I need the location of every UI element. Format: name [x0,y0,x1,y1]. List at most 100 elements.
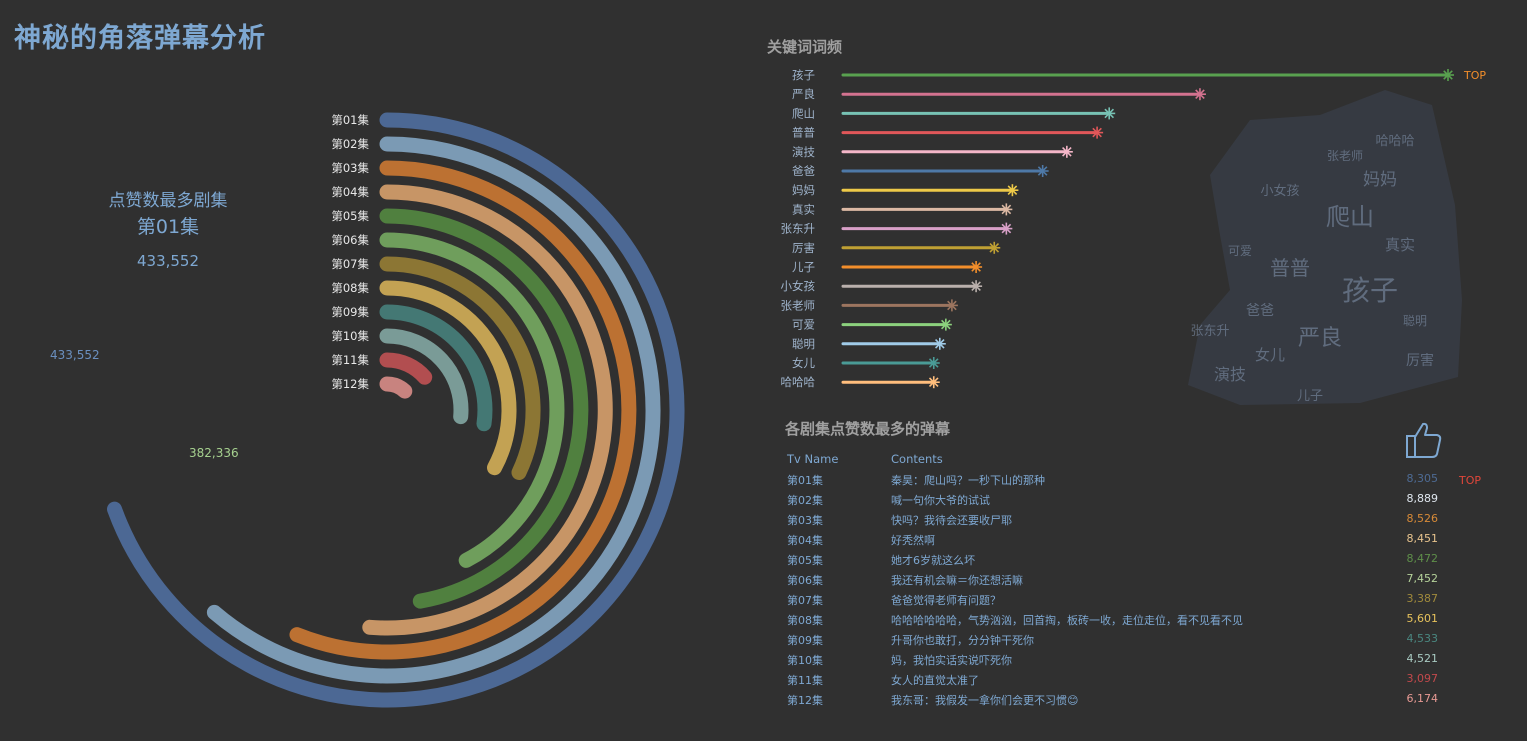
row-episode: 第08集 [787,614,823,627]
table-row: 第07集 爸爸觉得老师有问题？ 3,387 [787,592,1487,612]
radial-category-label: 第04集 [331,185,369,199]
row-likes: 8,451 [1406,532,1439,545]
keyword-label: 厉害 [792,241,815,255]
radial-category-label: 第08集 [331,281,369,295]
radial-bar-chart: 点赞数最多剧集 第01集 433,552 433,552 382,336 第01… [50,112,685,708]
keyword-label: 张东升 [781,222,816,236]
comments-top-label: TOP [1459,474,1482,487]
row-episode: 第04集 [787,534,823,547]
radial-bar [379,208,589,609]
word-cloud-word: 小女孩 [1260,183,1299,199]
table-row: 第01集 秦昊：爬山吗？一秒下山的那种 8,305 [787,472,1487,492]
radial-category-label: 第11集 [331,353,369,367]
keyword-label: 聪明 [792,337,815,351]
row-episode: 第07集 [787,594,823,607]
keyword-marker [1000,222,1013,235]
keyword-marker [927,357,940,369]
table-row: 第08集 哈哈哈哈哈哈，气势汹汹，回首掏，板砖一收，走位走位，看不见看不见 5,60… [787,612,1487,632]
row-content: 我东哥：我假发一拿你们会更不习惯😊 [891,694,1079,707]
word-cloud-word: 厉害 [1406,353,1434,369]
word-cloud-word: 严良 [1298,326,1342,351]
keyword-marker [945,299,958,312]
table-row: 第11集 女人的直觉太准了 3,097 [787,672,1487,692]
summary-label: 点赞数最多剧集 [109,191,228,211]
word-cloud-word: 儿子 [1297,389,1323,404]
keyword-label: 张老师 [781,298,816,312]
row-episode: 第12集 [787,694,823,707]
keyword-marker [1091,126,1104,139]
table-row: 第05集 她才6岁就这么坏 8,472 [787,552,1487,572]
radial-bar [379,232,565,568]
row-episode: 第01集 [787,474,823,487]
thumbs-up-icon [1406,422,1442,458]
keyword-label: 演技 [792,145,815,159]
keyword-marker [1193,88,1206,101]
keyword-label: 可爱 [792,318,815,332]
word-cloud-word: 妈妈 [1363,170,1397,190]
radial-bar [379,256,541,480]
row-content: 快吗？我待会还要收尸耶 [891,514,1012,527]
row-episode: 第05集 [787,554,823,567]
table-row: 第03集 快吗？我待会还要收尸耶 8,526 [787,512,1487,532]
keyword-label: 女儿 [792,356,815,370]
radial-category-label: 第10集 [331,329,369,343]
keyword-label: 普普 [792,126,815,140]
row-likes: 8,472 [1406,552,1439,565]
radial-bar [379,352,433,385]
keyword-marker [1103,107,1116,120]
word-cloud-word: 爬山 [1326,203,1374,231]
word-cloud-word: 张东升 [1190,324,1229,339]
keyword-marker [1442,69,1454,81]
row-content: 妈，我怕实话实说吓死你 [891,654,1012,667]
column-header-content: Contents [891,452,943,466]
row-episode: 第02集 [787,494,823,507]
keyword-marker [1006,184,1019,197]
row-likes: 4,533 [1406,632,1439,645]
radial-category-label: 第02集 [331,137,369,151]
table-row: 第12集 我东哥：我假发一拿你们会更不习惯😊 6,174 [787,692,1487,712]
radial-bar [379,280,517,476]
word-cloud-word: 孩子 [1342,274,1398,307]
row-content: 喊一句你大爷的试试 [891,494,990,507]
row-likes: 7,452 [1406,572,1439,585]
word-cloud-word: 可爱 [1228,244,1252,258]
radial-category-label: 第12集 [331,377,369,391]
word-cloud-word: 普普 [1270,256,1310,280]
table-row: 第04集 好秃然啊 8,451 [787,532,1487,552]
comments-title: 各剧集点赞数最多的弹幕 [785,420,951,438]
keyword-marker [1036,165,1049,177]
keyword-label: 小女孩 [781,279,816,293]
keyword-lollipop-chart: 孩子严良爬山普普演技爸爸妈妈真实张东升厉害儿子小女孩张老师可爱聪明女儿哈哈哈TO… [781,68,1487,389]
word-cloud-word: 女儿 [1255,346,1285,364]
summary-episode: 第01集 [137,216,199,238]
radial-bar [289,160,637,660]
keyword-marker [927,376,940,389]
keyword-marker [1060,145,1073,158]
word-cloud-word: 真实 [1385,236,1415,254]
radial-bar [107,112,685,708]
row-content: 升哥你也敢打，分分钟干死你 [891,634,1034,647]
radial-category-label: 第07集 [331,257,369,271]
row-episode: 第11集 [787,674,823,687]
radial-category-label: 第05集 [331,209,369,223]
radial-bar [379,376,413,399]
row-content: 哈哈哈哈哈哈，气势汹汹，回首掏，板砖一收，走位走位，看不见看不见 [891,614,1243,627]
row-episode: 第06集 [787,574,823,587]
keyword-label: 哈哈哈 [781,375,816,389]
table-row: 第02集 喊一句你大爷的试试 8,889 [787,492,1487,512]
keyword-label: 爬山 [792,106,815,120]
keyword-label: 严良 [792,87,815,101]
row-likes: 4,521 [1406,652,1439,665]
radial-bar [206,136,661,684]
row-likes: 8,889 [1406,492,1439,505]
row-content: 女人的直觉太准了 [891,674,979,687]
row-episode: 第09集 [787,634,823,647]
summary-value: 433,552 [137,252,199,270]
keyword-marker [933,337,946,350]
keyword-marker [1000,203,1013,216]
keyword-label: 孩子 [792,68,815,82]
radial-bar [379,328,469,425]
radial-category-label: 第06集 [331,233,369,247]
page-title: 神秘的角落弹幕分析 [14,23,266,54]
row-content: 秦昊：爬山吗？一秒下山的那种 [891,474,1045,487]
